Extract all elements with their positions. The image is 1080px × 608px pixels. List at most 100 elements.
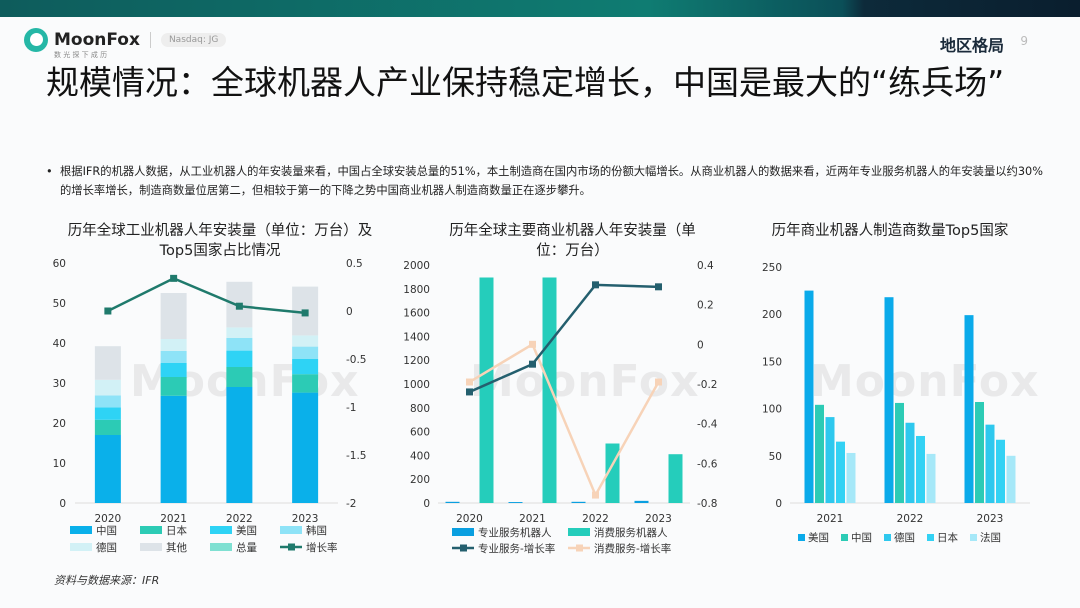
- x-tick-label: 2021: [519, 513, 546, 525]
- x-tick-label: 2020: [95, 513, 122, 525]
- x-tick-label: 2023: [292, 513, 319, 525]
- logo: MoonFox Nasdaq: JG: [24, 28, 227, 52]
- y-tick-label: 200: [410, 474, 430, 486]
- nasdaq-badge: Nasdaq: JG: [160, 33, 227, 47]
- y-tick-label: 800: [410, 403, 430, 415]
- y-tick-label: 400: [410, 450, 430, 462]
- y2-tick-label: 0: [697, 339, 704, 351]
- divider: [149, 32, 151, 48]
- logo-slogan: 数 光 探 下 成 历: [54, 51, 108, 59]
- y-tick-label: 0: [423, 498, 430, 510]
- section-title: 地区格局: [939, 36, 1004, 55]
- y2-tick-label: -0.4: [697, 419, 718, 431]
- line-point-专业服务-增长率: [592, 281, 599, 289]
- chart3-title: 历年商业机器人制造商数量Top5国家: [771, 223, 1009, 239]
- bar-法国: [1006, 455, 1016, 503]
- legend-marker: [576, 544, 583, 552]
- bar-中国: [975, 401, 984, 503]
- x-tick-label: 2023: [977, 513, 1004, 525]
- legend-label: 消费服务-增长率: [594, 542, 671, 555]
- y-tick-label: 150: [762, 356, 782, 368]
- x-tick-label: 2022: [226, 513, 253, 525]
- y-tick-label: 40: [53, 338, 66, 350]
- page-number: 9: [1020, 34, 1028, 48]
- y-tick-label: 1200: [403, 355, 430, 367]
- y-tick-label: 1400: [403, 331, 430, 343]
- bar-日本: [160, 377, 187, 396]
- bar-德国: [825, 417, 835, 503]
- line-point-增长率: [104, 307, 112, 315]
- page-title: 规模情况：全球机器人产业保持稳定增长，中国是最大的“练兵场”: [46, 63, 1005, 102]
- bar-中国: [895, 402, 904, 503]
- y-tick-label: 0: [775, 498, 782, 510]
- bar-中国: [292, 392, 319, 503]
- legend-label: 日本: [166, 524, 187, 537]
- legend-swatch: [210, 526, 232, 534]
- x-tick-label: 2020: [456, 513, 483, 525]
- legend-label: 中国: [96, 524, 117, 537]
- y2-tick-label: 0: [346, 306, 353, 318]
- bar-专业服务机器人: [445, 501, 460, 503]
- legend-label: 专业服务-增长率: [478, 542, 555, 555]
- y2-tick-label: -1: [346, 402, 356, 414]
- bar-德国: [985, 424, 995, 503]
- y-tick-label: 30: [53, 378, 66, 390]
- line-point-增长率: [301, 309, 309, 317]
- legend-label: 消费服务机器人: [594, 526, 668, 539]
- bar-日本: [94, 419, 121, 435]
- legend-label: 日本: [937, 531, 958, 544]
- legend-swatch: [280, 526, 302, 534]
- line-消费服务-增长率: [468, 342, 660, 498]
- legend-label: 法国: [980, 531, 1001, 544]
- bar-专业服务机器人: [508, 502, 523, 503]
- legend-swatch: [140, 543, 162, 551]
- legend-label: 韩国: [306, 524, 327, 537]
- x-tick-label: 2021: [160, 513, 187, 525]
- y-tick-label: 10: [53, 458, 66, 470]
- legend-swatch: [970, 534, 977, 541]
- chart1-title: 历年全球工业机器人年安装量（单位：万台）及Top5国家占比情况: [67, 223, 373, 259]
- bar-中国: [160, 395, 187, 503]
- line-point-消费服务-增长率: [655, 378, 662, 386]
- y2-tick-label: -0.6: [697, 458, 718, 470]
- y2-tick-label: 0.5: [346, 258, 363, 270]
- legend-label: 增长率: [306, 541, 338, 554]
- chart2-title: 历年全球主要商业机器人年安装量（单位：万台）: [449, 223, 696, 259]
- y2-tick-label: 0.2: [697, 300, 714, 312]
- y2-tick-label: -0.2: [697, 379, 718, 391]
- bar-德国: [905, 422, 915, 503]
- legend-label: 德国: [894, 531, 915, 544]
- bar-其他: [94, 346, 121, 380]
- source-note: 资料与数据来源：IFR: [54, 574, 160, 587]
- bar-日本: [226, 367, 253, 387]
- bar-消费服务机器人: [479, 277, 494, 503]
- line-point-专业服务-增长率: [529, 360, 536, 368]
- moonfox-logo-icon: [24, 28, 48, 52]
- bar-日本: [292, 374, 319, 393]
- bar-日本: [916, 435, 925, 503]
- line-point-消费服务-增长率: [529, 340, 536, 348]
- y-tick-label: 20: [53, 418, 66, 430]
- legend-swatch: [798, 534, 805, 541]
- y-tick-label: 1800: [403, 284, 430, 296]
- legend-swatch: [70, 526, 92, 534]
- legend-swatch: [140, 526, 162, 534]
- legend-label: 美国: [808, 531, 829, 544]
- bar-韩国: [226, 337, 253, 351]
- line-point-增长率: [170, 274, 178, 282]
- y-tick-label: 100: [762, 404, 782, 416]
- y-tick-label: 50: [53, 298, 66, 310]
- watermark: MoonFox: [810, 356, 1040, 407]
- legend-swatch: [210, 543, 232, 551]
- legend-swatch: [452, 528, 474, 536]
- bar-韩国: [94, 395, 121, 408]
- line-point-消费服务-增长率: [466, 378, 473, 386]
- bar-其他: [160, 293, 187, 339]
- legend-label: 中国: [851, 531, 872, 544]
- x-tick-label: 2021: [817, 513, 844, 525]
- legend-swatch: [884, 534, 891, 541]
- line-point-消费服务-增长率: [592, 491, 599, 499]
- bar-中国: [226, 387, 253, 503]
- line-point-增长率: [235, 302, 243, 310]
